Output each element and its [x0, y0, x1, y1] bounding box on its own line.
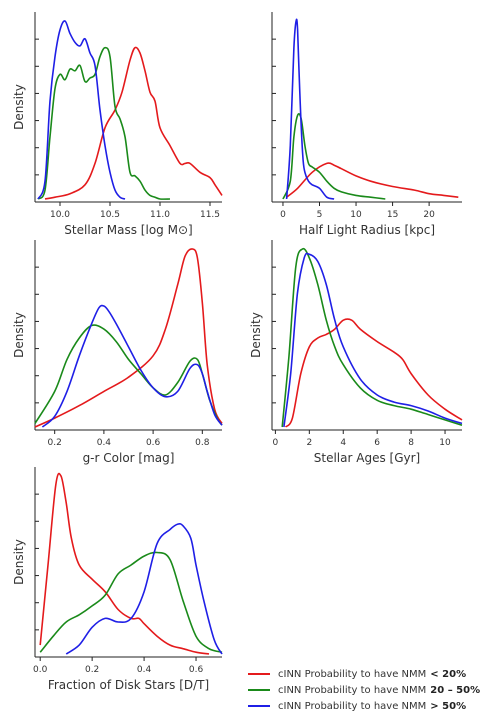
legend-item-low: cINN Probability to have NMM < 20%	[248, 666, 480, 682]
series-line-green	[39, 551, 223, 653]
x-tick-label: 4	[340, 438, 346, 448]
series-line-red	[34, 248, 223, 428]
y-axis-label: Density	[249, 312, 263, 358]
legend: cINN Probability to have NMM < 20% cINN …	[248, 666, 480, 714]
series-line-blue	[41, 304, 223, 428]
y-axis-label: Density	[12, 84, 26, 130]
series-line-green	[34, 324, 223, 426]
y-axis-label: Density	[12, 539, 26, 585]
series-line-red	[284, 318, 463, 428]
x-tick-label: 8	[408, 438, 414, 448]
x-tick-label: 10.5	[100, 210, 120, 220]
x-tick-label: 0.4	[137, 665, 152, 675]
legend-item-mid: cINN Probability to have NMM 20 – 50%	[248, 682, 480, 698]
legend-swatch-red	[248, 673, 270, 675]
x-tick-label: 0.4	[97, 438, 112, 448]
x-axis-label: g-r Color [mag]	[83, 451, 175, 465]
series-line-blue	[65, 522, 223, 655]
x-tick-label: 0.8	[195, 438, 210, 448]
legend-label: cINN Probability to have NMM	[278, 700, 427, 712]
x-tick-label: 0.6	[189, 665, 204, 675]
x-tick-label: 10	[439, 438, 451, 448]
x-tick-label: 2	[306, 438, 312, 448]
x-tick-label: 10	[350, 210, 362, 220]
series-line-blue	[283, 252, 463, 428]
x-tick-label: 15	[387, 210, 398, 220]
series-line-red	[44, 46, 223, 200]
x-tick-label: 11.0	[150, 210, 170, 220]
series-line-green	[37, 46, 171, 200]
x-tick-label: 20	[423, 210, 435, 220]
x-axis-label: Fraction of Disk Stars [D/T]	[48, 678, 209, 692]
legend-swatch-blue	[248, 705, 270, 707]
series-line-red	[286, 162, 459, 198]
x-tick-label: 0	[280, 210, 286, 220]
series-line-blue	[37, 20, 126, 200]
x-tick-label: 10.0	[50, 210, 70, 220]
x-tick-label: 11.5	[200, 210, 220, 220]
legend-label: cINN Probability to have NMM	[278, 684, 427, 696]
x-axis-label: Stellar Ages [Gyr]	[314, 451, 420, 465]
x-tick-label: 0.6	[146, 438, 161, 448]
x-tick-label: 0.2	[48, 438, 62, 448]
legend-item-high: cINN Probability to have NMM > 50%	[248, 698, 480, 714]
series-line-blue	[285, 18, 335, 200]
legend-label: cINN Probability to have NMM	[278, 668, 427, 680]
x-axis-label: Stellar Mass [log M⊙]	[64, 223, 192, 237]
x-tick-label: 6	[374, 438, 380, 448]
legend-value: < 20%	[430, 668, 467, 680]
x-tick-label: 0.0	[33, 665, 48, 675]
x-axis-label: Half Light Radius [kpc]	[299, 223, 435, 237]
x-tick-label: 0.2	[85, 665, 99, 675]
x-tick-label: 0	[273, 438, 279, 448]
series-line-green	[281, 247, 463, 428]
legend-value: > 50%	[430, 700, 467, 712]
series-line-red	[39, 472, 210, 655]
y-axis-label: Density	[12, 312, 26, 358]
legend-value: 20 – 50%	[430, 684, 481, 696]
series-line-green	[282, 113, 386, 200]
x-tick-label: 5	[317, 210, 323, 220]
legend-swatch-green	[248, 689, 270, 691]
